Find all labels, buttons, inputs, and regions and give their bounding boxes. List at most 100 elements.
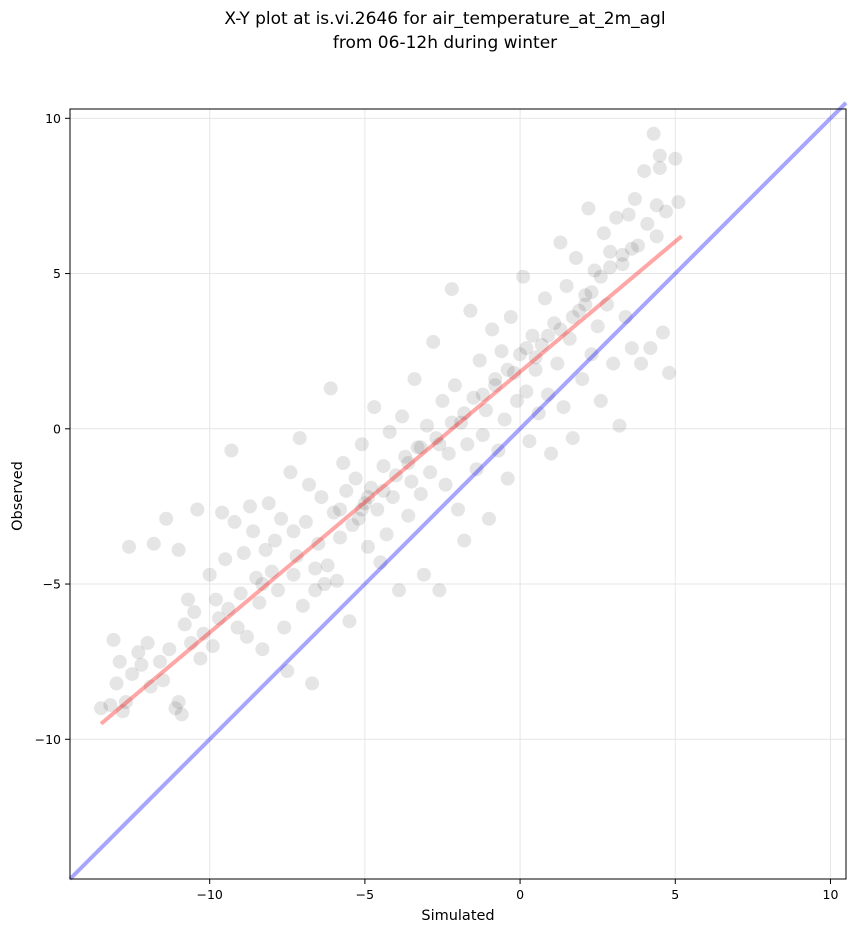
- x-tick-label-1: −5: [356, 887, 374, 902]
- scatter-point-185: [361, 490, 375, 505]
- scatter-point-12: [153, 654, 167, 669]
- scatter-point-166: [640, 216, 655, 231]
- scatter-point-56: [298, 514, 313, 529]
- scatter-point-179: [230, 620, 245, 635]
- scatter-point-114: [478, 403, 493, 418]
- scatter-point-79: [370, 502, 385, 517]
- scatter-point-170: [652, 148, 667, 163]
- scatter-point-86: [392, 583, 406, 598]
- scatter-point-65: [326, 505, 341, 520]
- scatter-point-35: [233, 586, 248, 601]
- scatter-point-30: [215, 505, 230, 520]
- scatter-point-164: [634, 356, 649, 371]
- scatter-point-140: [559, 279, 574, 293]
- scatter-point-189: [432, 437, 447, 452]
- x-axis-ticks: −10 −5 0 5 10: [196, 879, 838, 902]
- scatter-point-188: [413, 440, 428, 455]
- scatter-point-61: [314, 490, 329, 505]
- scatter-point-180: [255, 577, 270, 591]
- scatter-point-13: [156, 673, 171, 688]
- scatter-point-104: [447, 378, 462, 393]
- scatter-point-95: [420, 418, 434, 433]
- scatter-point-148: [584, 347, 599, 362]
- scatter-point-113: [475, 428, 490, 442]
- scatter-point-184: [354, 502, 369, 517]
- scatter-point-40: [249, 570, 264, 585]
- scatter-point-165: [637, 164, 652, 179]
- scatter-point-152: [596, 226, 611, 241]
- scatter-point-142: [565, 431, 580, 446]
- y-tick-label-0: −10: [35, 732, 61, 747]
- scatter-point-174: [668, 151, 683, 166]
- scatter-point-123: [506, 365, 521, 380]
- scatter-point-80: [373, 555, 388, 570]
- scatter-point-181: [286, 567, 301, 582]
- scatter-point-5: [122, 539, 136, 554]
- scatter-point-130: [528, 362, 543, 377]
- scatter-point-101: [438, 477, 453, 492]
- scatter-point-126: [516, 269, 531, 284]
- scatter-point-105: [451, 502, 465, 517]
- scatter-point-27: [205, 639, 220, 654]
- scatter-point-158: [615, 257, 630, 272]
- scatter-point-172: [659, 204, 673, 219]
- scatter-point-122: [503, 310, 518, 324]
- x-tick-label-0: −10: [196, 887, 222, 902]
- scatter-points: [94, 126, 686, 722]
- scatter-point-136: [547, 316, 562, 331]
- scatter-point-31: [218, 552, 233, 567]
- scatter-point-199: [565, 310, 580, 324]
- scatter-point-131: [531, 406, 546, 421]
- scatter-point-92: [410, 440, 425, 455]
- scatter-point-43: [258, 542, 273, 557]
- scatter-point-196: [528, 350, 543, 365]
- scatter-point-36: [236, 546, 251, 560]
- y-tick-label-3: 5: [53, 266, 61, 281]
- chart-title-line1: X-Y plot at is.vi.2646 for air_temperatu…: [224, 9, 665, 29]
- regression-line: [99, 234, 683, 726]
- scatter-point-9: [131, 645, 146, 660]
- scatter-point-155: [606, 356, 621, 371]
- y-axis-ticks: −10 −5 0 5 10: [35, 111, 70, 747]
- scatter-point-129: [525, 328, 540, 343]
- scatter-point-144: [572, 303, 587, 318]
- scatter-point-14: [159, 511, 174, 526]
- chart-title-line2: from 06-12h during winter: [333, 33, 557, 53]
- x-tick-label-3: 5: [671, 887, 679, 902]
- scatter-point-109: [463, 303, 478, 318]
- scatter-point-112: [472, 353, 487, 368]
- scatter-point-64: [323, 381, 338, 396]
- scatter-point-125: [513, 347, 528, 362]
- scatter-point-159: [618, 310, 633, 324]
- y-tick-label-2: 0: [53, 421, 61, 436]
- scatter-point-178: [187, 605, 202, 619]
- scatter-point-33: [224, 443, 239, 458]
- scatter-point-192: [475, 387, 490, 402]
- scatter-point-7: [112, 654, 127, 669]
- scatter-point-17: [171, 695, 186, 709]
- scatter-point-32: [221, 601, 236, 616]
- scatter-point-150: [590, 319, 605, 334]
- scatter-point-93: [413, 487, 428, 501]
- x-tick-label-4: 10: [823, 887, 839, 902]
- y-tick-label-4: 10: [45, 111, 61, 126]
- scatter-point-133: [537, 291, 552, 306]
- scatter-point-153: [600, 297, 614, 312]
- scatter-point-202: [593, 269, 608, 284]
- scatter-point-160: [621, 207, 636, 222]
- scatter-point-193: [488, 372, 503, 387]
- scatter-point-121: [500, 471, 515, 486]
- scatter-point-201: [584, 285, 599, 300]
- scatter-point-52: [286, 524, 301, 539]
- scatter-point-50: [280, 664, 295, 678]
- scatter-point-72: [348, 471, 363, 486]
- scatter-point-151: [593, 393, 608, 408]
- y-tick-label-1: −5: [43, 577, 61, 592]
- scatter-point-204: [615, 247, 630, 262]
- scatter-point-107: [457, 533, 472, 548]
- scatter-point-118: [491, 443, 506, 458]
- scatter-point-42: [255, 642, 270, 657]
- scatter-point-51: [283, 465, 298, 480]
- scatter-point-98: [429, 431, 444, 446]
- scatter-point-47: [271, 583, 285, 598]
